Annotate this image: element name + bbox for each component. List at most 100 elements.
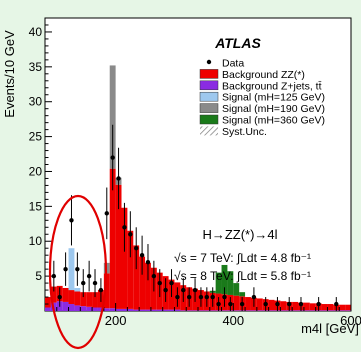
bar-0-3 (62, 301, 69, 311)
bar-1-40 (280, 301, 287, 311)
bar-0-20 (162, 309, 169, 311)
bar-4-29 (215, 272, 222, 294)
data-point-7 (92, 280, 98, 286)
bar-1-6 (80, 292, 87, 307)
axis-ticks: 5 10 15 20 25 30 35 40 200 400 600 (29, 24, 361, 328)
bar-0-45 (309, 310, 316, 311)
data-point-16 (145, 259, 151, 265)
data-point-38 (334, 301, 339, 307)
y-tick-label-5: 30 (29, 95, 43, 109)
data-point-23 (186, 294, 192, 300)
data-point-8 (98, 287, 104, 293)
legend-marker-0 (206, 59, 212, 65)
bar-1-45 (309, 303, 316, 311)
bar-0-18 (150, 309, 157, 311)
bar-1-50 (339, 304, 346, 311)
bar-1-48 (327, 304, 334, 311)
bar-0-0 (45, 307, 51, 311)
x-tick-label-2: 600 (340, 313, 361, 328)
data-points (51, 124, 339, 311)
data-point-2 (63, 266, 68, 272)
bar-0-50 (339, 310, 346, 311)
legend-label-2: Background Z+jets, tt̄ (222, 80, 322, 92)
bar-0-38 (268, 310, 275, 311)
bar-0-40 (280, 310, 287, 311)
bar-0-42 (292, 310, 299, 311)
bar-1-3 (62, 287, 69, 302)
bar-2-4 (68, 248, 75, 291)
x-tick-label-0: 200 (105, 313, 127, 328)
bar-4-30 (221, 264, 228, 295)
bar-0-24 (186, 310, 193, 311)
bar-2-5 (74, 287, 81, 292)
data-point-15 (139, 252, 145, 258)
bar-1-11 (109, 168, 116, 309)
data-point-11 (116, 176, 121, 181)
bar-0-36 (256, 310, 263, 311)
bar-1-12 (115, 184, 122, 309)
bar-0-4 (68, 304, 75, 311)
data-point-21 (175, 294, 180, 300)
bar-0-17 (145, 309, 151, 311)
legend-label-6: Syst.Unc. (222, 126, 267, 138)
y-tick-label-7: 40 (29, 25, 43, 39)
data-point-10 (110, 155, 115, 160)
bar-1-15 (133, 245, 140, 310)
data-point-37 (316, 301, 321, 307)
data-point-0 (51, 273, 57, 279)
plot-frame (44, 17, 352, 312)
data-point-17 (151, 273, 157, 279)
data-point-35 (287, 301, 292, 307)
legend-swatch-4 (199, 103, 219, 113)
bar-0-6 (80, 306, 87, 311)
bar-1-4 (68, 290, 75, 305)
data-point-5 (81, 280, 86, 286)
bar-1-34 (245, 297, 251, 311)
legend-label-1: Background ZZ(*) (222, 69, 305, 81)
bar-0-51 (345, 310, 351, 311)
data-point-27 (210, 294, 215, 300)
bar-0-23 (180, 310, 187, 311)
data-point-31 (239, 301, 245, 307)
legend-swatch-2 (199, 80, 219, 91)
bar-4-31 (227, 271, 234, 295)
bar-0-13 (121, 308, 128, 311)
bar-0-7 (86, 306, 93, 311)
bar-0-34 (245, 310, 251, 311)
data-point-19 (163, 287, 168, 293)
bar-0-10 (103, 308, 110, 311)
data-point-13 (128, 232, 133, 237)
bar-0-35 (250, 310, 257, 311)
lumi-8tev-annotation: √s = 8 TeV: ∫Ldt = 5.8 fb⁻¹ (174, 269, 311, 283)
x-axis-label: m4l [GeV] (301, 321, 359, 336)
data-point-14 (134, 246, 139, 251)
data-point-30 (228, 301, 233, 307)
data-point-26 (204, 294, 210, 300)
data-point-28 (216, 301, 221, 307)
bar-1-10 (103, 273, 110, 309)
bar-1-47 (321, 304, 328, 311)
chart-title: ATLAS (214, 35, 261, 51)
bar-0-44 (303, 310, 310, 311)
bar-0-9 (97, 307, 104, 311)
bar-1-51 (345, 304, 351, 311)
data-point-25 (198, 294, 204, 300)
process-annotation: H→ZZ(*)→4l (202, 227, 277, 242)
legend-label-4: Signal (mH=190 GeV) (222, 103, 325, 115)
legend-swatch-1 (199, 69, 219, 79)
data-point-1 (57, 294, 62, 300)
data-point-18 (157, 280, 162, 286)
y-tick-label-4: 25 (29, 130, 43, 144)
legend-label-3: Signal (mH=125 GeV) (222, 92, 325, 104)
legend-swatch-6 (200, 126, 218, 136)
lumi-7tev-annotation: √s = 7 TeV: ∫Ldt = 4.8 fb⁻¹ (174, 251, 311, 265)
y-tick-label-0: 5 (35, 269, 42, 283)
bar-0-14 (127, 308, 134, 311)
bar-1-5 (74, 291, 81, 306)
bar-0-27 (203, 310, 210, 311)
x-tick-label-1: 400 (222, 313, 244, 328)
data-point-22 (181, 287, 186, 293)
data-point-34 (275, 301, 280, 307)
bar-1-44 (303, 302, 310, 311)
